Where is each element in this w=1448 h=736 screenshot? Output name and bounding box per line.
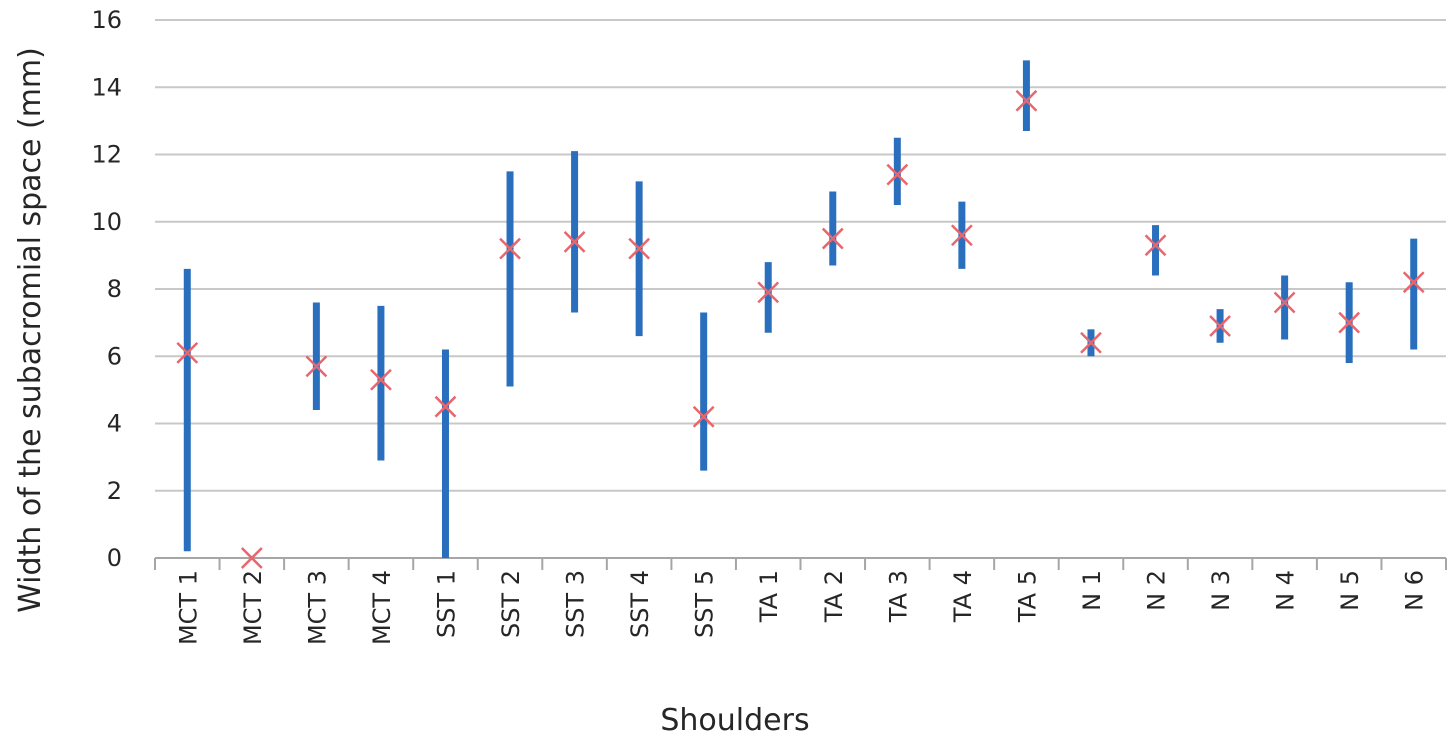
mean-marker xyxy=(434,395,457,418)
mean-marker xyxy=(1015,89,1038,112)
x-tick-label: SST 3 xyxy=(562,570,590,638)
mean-marker-stroke xyxy=(821,227,844,250)
mean-marker-stroke xyxy=(692,405,715,428)
x-tick-label: N 6 xyxy=(1401,570,1429,611)
mean-marker-stroke xyxy=(757,281,780,304)
x-tick-label: MCT 3 xyxy=(303,570,331,645)
mean-marker-stroke xyxy=(886,163,909,186)
y-tick-label: 12 xyxy=(91,141,122,169)
mean-marker-stroke xyxy=(1080,331,1102,354)
y-tick-label: 0 xyxy=(107,544,122,572)
mean-marker-stroke xyxy=(628,237,651,260)
mean-marker xyxy=(305,355,328,378)
x-tick-label: TA 4 xyxy=(949,570,977,623)
x-tick-label: SST 4 xyxy=(626,570,654,638)
x-tick-label: TA 3 xyxy=(884,570,912,623)
y-tick-label: 8 xyxy=(107,275,122,303)
gridlines xyxy=(155,19,1446,559)
x-tick-label: SST 2 xyxy=(497,570,525,638)
mean-marker xyxy=(757,281,780,304)
mean-marker-stroke xyxy=(370,368,392,391)
y-tick-labels: 0 2 4 6 8 10 12 14 16 xyxy=(91,6,122,572)
mean-markers xyxy=(176,89,1425,569)
mean-marker xyxy=(1080,331,1102,354)
mean-marker-stroke xyxy=(1209,315,1231,337)
x-tick-label: N 1 xyxy=(1078,570,1106,611)
x-tick-label: MCT 1 xyxy=(174,570,202,645)
y-tick-label: 10 xyxy=(91,208,122,236)
x-tick-label: TA 2 xyxy=(820,570,848,623)
x-tick-label: MCT 4 xyxy=(368,570,396,645)
mean-marker-stroke xyxy=(1144,234,1167,257)
mean-marker xyxy=(563,231,586,253)
x-tick-label: TA 1 xyxy=(755,570,783,623)
mean-marker xyxy=(1209,315,1231,337)
x-tick-label: SST 1 xyxy=(432,570,460,638)
mean-marker xyxy=(1402,271,1425,294)
mean-marker-stroke xyxy=(1338,311,1361,334)
y-tick-label: 4 xyxy=(107,410,122,438)
y-axis-title: Width of the subacromial space (mm) xyxy=(13,47,48,613)
y-tick-label: 14 xyxy=(91,73,122,101)
y-tick-label: 16 xyxy=(91,6,122,34)
mean-marker xyxy=(692,405,715,428)
mean-marker-stroke xyxy=(563,231,586,253)
x-tick-labels: MCT 1 MCT 2 MCT 3 MCT 4 SST 1 SST 2 SST 3 SST 4… xyxy=(174,570,1428,645)
y-tick-label: 6 xyxy=(107,342,122,370)
mean-marker xyxy=(1144,234,1167,257)
x-tick-label: N 4 xyxy=(1272,570,1300,611)
range-bars xyxy=(183,60,1418,558)
x-axis-title: Shoulders xyxy=(660,703,809,736)
x-tick-label: N 2 xyxy=(1143,570,1171,611)
mean-marker xyxy=(370,368,392,391)
x-axis xyxy=(154,558,1447,570)
mean-marker xyxy=(499,237,521,260)
mean-marker xyxy=(950,224,973,247)
x-tick-label: TA 5 xyxy=(1013,570,1041,623)
y-tick-label: 2 xyxy=(107,477,122,505)
mean-marker xyxy=(1273,291,1296,314)
x-tick-label: N 3 xyxy=(1207,570,1235,611)
mean-marker-stroke xyxy=(1015,89,1038,112)
mean-marker xyxy=(886,163,909,186)
x-tick-label: SST 5 xyxy=(691,570,719,638)
mean-marker-stroke xyxy=(499,237,521,260)
mean-marker xyxy=(240,547,263,569)
mean-marker-stroke xyxy=(176,342,199,364)
mean-marker-stroke xyxy=(950,224,973,247)
mean-marker xyxy=(176,342,199,364)
x-tick-label: N 5 xyxy=(1336,570,1364,611)
x-tick-label: MCT 2 xyxy=(239,570,267,645)
mean-marker-stroke xyxy=(1402,271,1425,294)
mean-marker xyxy=(1338,311,1361,334)
mean-marker xyxy=(628,237,651,260)
mean-marker xyxy=(821,227,844,250)
mean-marker-stroke xyxy=(305,355,328,378)
mean-marker-stroke xyxy=(434,395,457,418)
mean-marker-stroke xyxy=(1273,291,1296,314)
mean-marker-stroke xyxy=(240,547,263,569)
